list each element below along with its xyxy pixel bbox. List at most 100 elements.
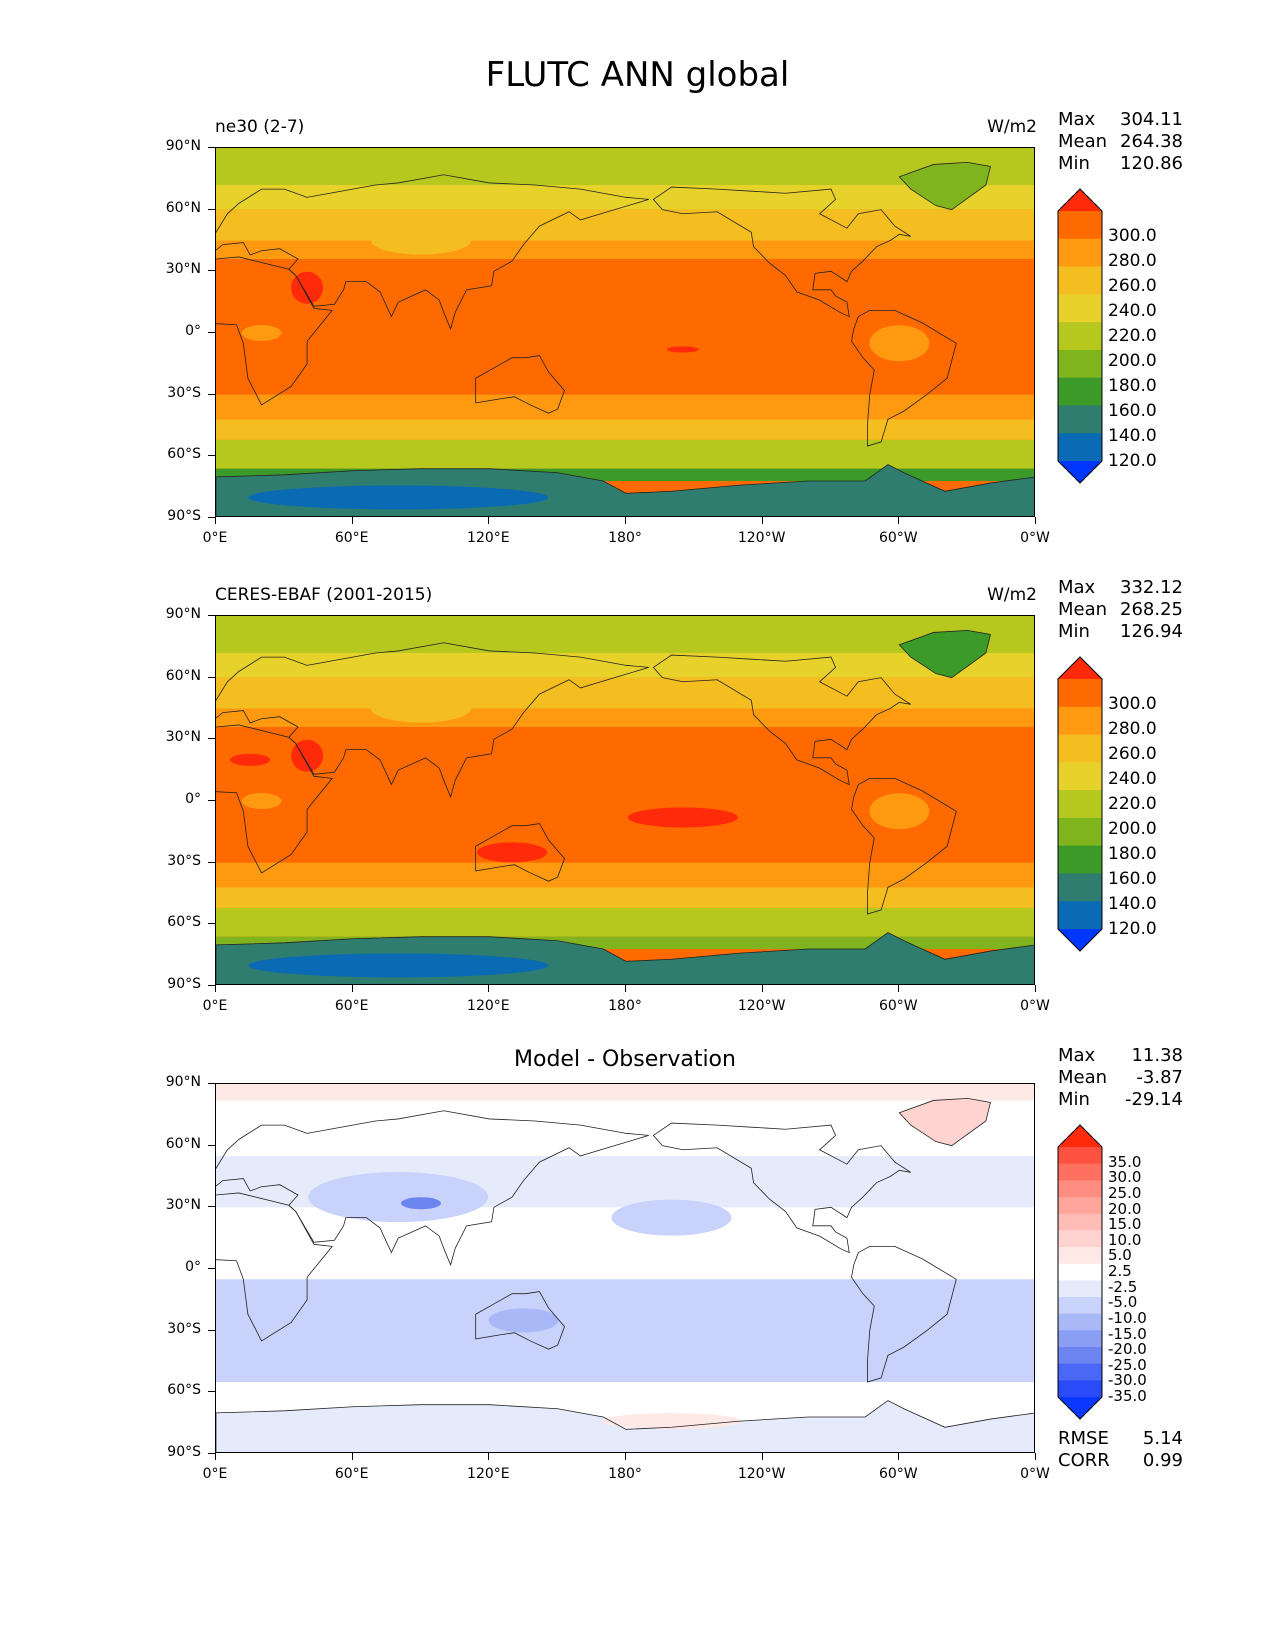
coastline-samer: [851, 1245, 957, 1383]
field-band-sub-n: [216, 240, 1034, 259]
colorbar-tick-label: 180.0: [1108, 844, 1157, 864]
colorbar-extend-min: [1058, 1397, 1102, 1419]
colorbar-tick-label: 260.0: [1108, 276, 1157, 296]
diff-australia: [488, 1308, 559, 1333]
lat-tick-label: 30°N: [165, 261, 201, 278]
lat-tick-mark: [208, 147, 215, 148]
lon-tick-mark: [488, 1453, 490, 1460]
colorbar-segment: [1058, 706, 1102, 736]
colorbar-segment: [1058, 1280, 1102, 1298]
lat-tick-mark: [208, 1453, 215, 1454]
field-congo: [241, 793, 282, 809]
colorbar-tick-label: 160.0: [1108, 869, 1157, 889]
colorbar-tick-label: -30.0: [1108, 1371, 1147, 1390]
lat-tick-mark: [208, 517, 215, 518]
colorbar-tick-label: 240.0: [1108, 301, 1157, 321]
colorbar-tick-label: 10.0: [1108, 1230, 1142, 1249]
colorbar-segment: [1058, 266, 1102, 295]
colorbar-tick-label: -15.0: [1108, 1324, 1147, 1343]
field-tibet: [371, 694, 471, 723]
lat-tick-mark: [208, 985, 215, 986]
diff-asia-negative: [308, 1172, 489, 1223]
coastline-austr: [475, 823, 565, 882]
map-plot: [215, 1083, 1035, 1453]
lon-tick-label: 120°W: [737, 530, 786, 546]
colorbar-extend-min: [1058, 929, 1102, 951]
lat-tick-label: 60°N: [165, 1135, 201, 1152]
lon-tick-mark: [625, 1453, 626, 1460]
colorbar-segment: [1058, 433, 1102, 462]
colorbar-tick-label: 260.0: [1108, 744, 1157, 764]
colorbar-tick-label: 240.0: [1108, 769, 1157, 789]
lon-tick-mark: [898, 1453, 900, 1460]
coastlines: [216, 161, 1034, 516]
map-plot: [215, 147, 1035, 517]
field-hot-arabia: [291, 739, 324, 772]
colorbar-tick-label: 280.0: [1108, 251, 1157, 271]
coastline-antarc: [216, 932, 1034, 984]
field-hot-arabia: [291, 271, 324, 304]
colorbar-segment: [1058, 238, 1102, 268]
lon-tick-mark: [215, 985, 216, 992]
stat-mean-label: Mean: [1058, 1067, 1108, 1088]
colorbar-segment: [1058, 762, 1102, 791]
field-band-mid-n: [216, 677, 1034, 709]
lat-tick-mark: [208, 1391, 215, 1393]
coastline-greenland: [898, 1097, 991, 1147]
lon-tick-label: 60°W: [878, 530, 918, 546]
corr-label: CORR: [1058, 1450, 1110, 1471]
colorbar-tick-label: 220.0: [1108, 794, 1157, 814]
colorbar-segment: [1058, 1330, 1102, 1348]
lon-tick-label: 0°W: [1020, 1466, 1050, 1482]
coastline-greenland: [898, 629, 991, 679]
colorbar-extend-max: [1058, 1125, 1102, 1147]
colorbar-tick-label: -35.0: [1108, 1387, 1147, 1405]
lat-tick-label: 30°S: [167, 1320, 201, 1337]
field-amazon: [869, 325, 930, 362]
colorbar-extend-min: [1058, 461, 1102, 483]
lat-tick-mark: [208, 800, 215, 801]
diff-ross-positive: [601, 1413, 742, 1430]
colorbar-segment: [1058, 1313, 1102, 1331]
stats-box: Max 304.11 Mean 264.38 Min 120.86: [1058, 109, 1183, 175]
model-panel: ne30 (2-7) W/m2 Max 304.11 Mean 264.38 Min…: [0, 109, 1275, 587]
colorbar-tick-label: 20.0: [1108, 1199, 1142, 1218]
field-amazon: [869, 793, 930, 830]
lat-tick-mark: [208, 332, 215, 333]
lat-tick-label: 60°N: [165, 199, 201, 216]
field-congo: [241, 325, 282, 341]
colorbar-tick-label: -2.5: [1108, 1277, 1138, 1296]
field-band-mid-n: [216, 209, 1034, 241]
lon-tick-label: 120°W: [737, 1466, 786, 1482]
coastline-namer: [652, 654, 911, 786]
stat-min-label: Min: [1058, 153, 1090, 174]
stat-mean-value: 268.25: [1120, 599, 1183, 620]
diff-pacific-north: [611, 1199, 732, 1236]
lat-tick-label: 30°N: [165, 729, 201, 746]
diff-arctic-positive: [216, 1084, 1034, 1101]
rmse-label: RMSE: [1058, 1428, 1109, 1449]
field-tibet: [371, 226, 471, 255]
coastlines: [216, 1097, 1034, 1452]
lon-tick-label: 60°W: [878, 998, 918, 1014]
lat-tick-label: 0°: [185, 323, 201, 339]
colorbar-tick-label: 5.0: [1108, 1246, 1132, 1265]
lon-tick-label: 60°E: [334, 1466, 369, 1482]
colorbar-tick-label: 35.0: [1108, 1152, 1142, 1171]
colorbar-tick-label: 120.0: [1108, 919, 1157, 939]
stat-max-value: 332.12: [1120, 577, 1183, 598]
lon-tick-label: 180°: [608, 1466, 642, 1482]
lat-tick-label: 60°N: [165, 667, 201, 684]
lat-tick-label: 60°S: [167, 446, 201, 463]
stat-min-label: Min: [1058, 621, 1090, 642]
colorbar: [1057, 1124, 1103, 1420]
field-band-mid-s: [216, 419, 1034, 440]
lat-tick-mark: [208, 393, 215, 395]
colorbar-segment: [1058, 377, 1102, 406]
stats-box: Max 11.38 Mean -3.87 Min -29.14: [1058, 1045, 1183, 1111]
lon-tick-mark: [351, 517, 353, 524]
stat-max-label: Max: [1058, 1045, 1096, 1066]
colorbar-tick-label: 140.0: [1108, 894, 1157, 914]
coastline-austr: [475, 355, 565, 414]
